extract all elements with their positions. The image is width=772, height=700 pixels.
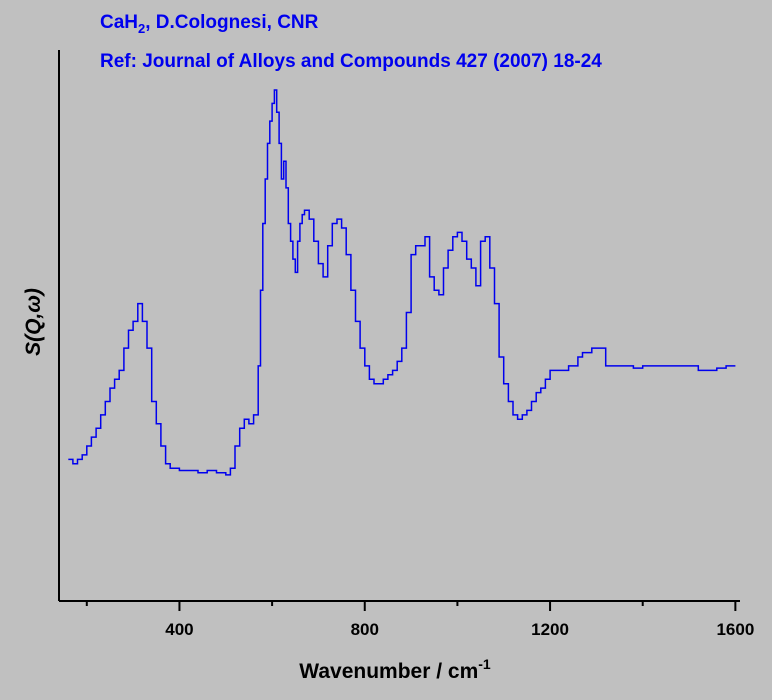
x-tick-label: 400 [165,620,193,639]
x-tick-label: 800 [351,620,379,639]
title-compound: CaH [100,12,138,33]
y-axis-title: S(Q,ω) [22,288,45,356]
chart-title-line1: CaH2, D.Colognesi, CNR [100,12,319,36]
x-axis-title-main: Wavenumber / cm [299,660,478,683]
title-authors: , D.Colognesi, CNR [145,12,318,33]
x-axis-title: Wavenumber / cm-1 [299,656,491,683]
title-subscript: 2 [138,21,145,36]
spectrum-series-line [68,89,736,476]
x-axis-ticks [85,601,737,611]
chart-title-line2: Ref: Journal of Alloys and Compounds 427… [100,51,602,72]
x-axis-tick-labels: 400 800 1200 1600 [165,620,754,639]
x-tick-label: 1200 [531,620,569,639]
x-tick-label: 1600 [716,620,754,639]
x-axis-title-sup: -1 [478,656,491,672]
